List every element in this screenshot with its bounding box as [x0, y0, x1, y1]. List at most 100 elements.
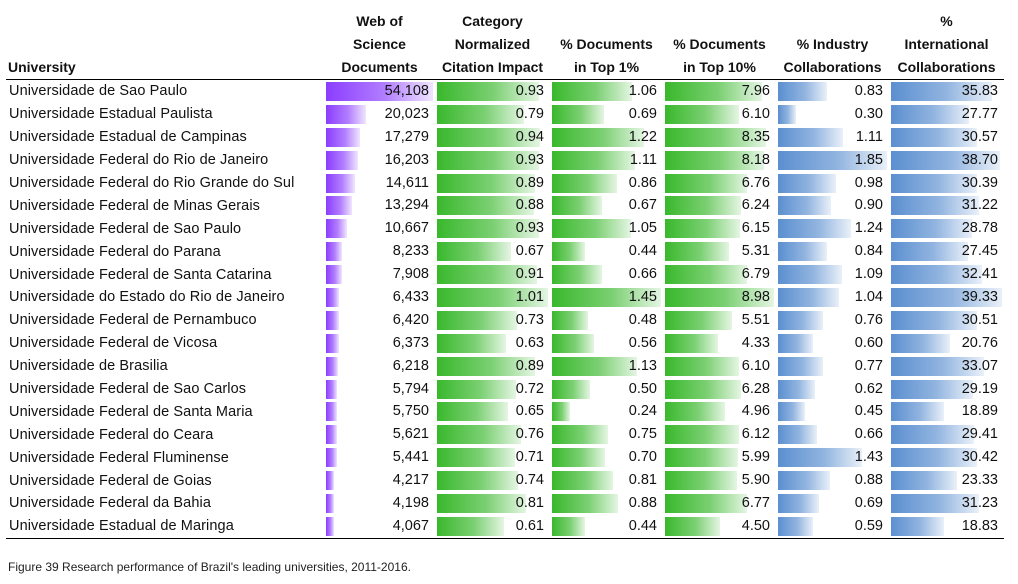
column-header-line: [778, 10, 887, 33]
value-label: 0.72: [515, 380, 544, 397]
cell-wrap: 0.44: [552, 241, 661, 262]
data-bar-wos: [326, 333, 339, 353]
data-bar-wos: [326, 127, 361, 147]
cell-top1: 1.06: [550, 80, 663, 103]
data-bar-top10: [665, 265, 748, 285]
cell-intl: 29.41: [889, 423, 1004, 446]
cell-top1: 0.67: [550, 194, 663, 217]
data-bar-wos: [326, 448, 337, 468]
cell-top1: 1.11: [550, 149, 663, 172]
cell-industry: 0.88: [776, 469, 889, 492]
cell-wrap: 5.90: [665, 470, 774, 491]
value-label: 6,420: [392, 311, 429, 328]
data-bar-intl: [891, 310, 978, 330]
cell-intl: 23.33: [889, 469, 1004, 492]
cell-wrap: 1.11: [778, 127, 887, 148]
value-label: 23.33: [961, 472, 998, 489]
value-label: 5.51: [741, 311, 770, 328]
cell-wos: 5,441: [324, 446, 435, 469]
cell-cnci: 0.79: [435, 103, 550, 126]
value-label: 0.65: [515, 403, 544, 420]
cell-wrap: 6.15: [665, 218, 774, 239]
data-bar-intl: [891, 81, 993, 101]
value-label: 30.42: [961, 449, 998, 466]
data-bar-top1: [552, 333, 595, 353]
cell-wrap: 0.44: [552, 516, 661, 537]
value-label: 1.85: [854, 151, 883, 168]
data-bar-cnci: [437, 196, 534, 216]
data-bar-wos: [326, 379, 338, 399]
value-label: 27.45: [961, 243, 998, 260]
cell-wrap: 0.77: [778, 356, 887, 377]
data-bar-wos: [326, 310, 339, 330]
data-bar-top1: [552, 150, 636, 170]
cell-cnci: 0.76: [435, 423, 550, 446]
data-bar-top10: [665, 173, 748, 193]
cell-top10: 5.90: [663, 469, 776, 492]
value-label: 0.44: [628, 517, 657, 534]
value-label: 7,908: [392, 266, 429, 283]
data-bar-cnci: [437, 310, 518, 330]
value-label: 6.28: [741, 380, 770, 397]
cell-industry: 1.11: [776, 126, 889, 149]
data-bar-top1: [552, 379, 590, 399]
column-header-line: % Documents: [673, 36, 766, 52]
column-header-wos: Web of Science Documents: [324, 10, 435, 80]
table-row: Universidade de Sao Paulo 54,108 0.93 1.06 7…: [6, 80, 1004, 103]
value-label: 0.89: [515, 174, 544, 191]
cell-wrap: 32.41: [891, 264, 1002, 285]
value-label: 0.81: [628, 472, 657, 489]
cell-wrap: 0.74: [437, 470, 548, 491]
value-label: 5,750: [392, 403, 429, 420]
value-label: 17,279: [384, 128, 429, 145]
cell-intl: 18.89: [889, 400, 1004, 423]
data-bar-industry: [778, 448, 863, 468]
value-label: 0.62: [854, 380, 883, 397]
value-label: 6,373: [392, 334, 429, 351]
cell-industry: 1.09: [776, 263, 889, 286]
university-name: Universidade Federal Fluminense: [9, 449, 229, 466]
cell-wrap: 1.22: [552, 127, 661, 148]
cell-wrap: 31.22: [891, 195, 1002, 216]
cell-wrap: 0.94: [437, 127, 548, 148]
cell-wrap: 0.66: [552, 264, 661, 285]
column-header-line: Collaborations: [897, 59, 996, 75]
data-bar-wos: [326, 265, 342, 285]
cell-wrap: 7.96: [665, 81, 774, 102]
cell-wrap: 23.33: [891, 470, 1002, 491]
column-header-line: [552, 10, 661, 33]
data-bar-top1: [552, 219, 631, 239]
value-label: 0.66: [628, 266, 657, 283]
data-bar-top10: [665, 127, 767, 147]
table-row: Universidade Federal do Ceara 5,621 0.76 0.…: [6, 423, 1004, 446]
cell-wos: 4,067: [324, 515, 435, 538]
table-row: Universidade Federal de Pernambuco 6,420 0…: [6, 309, 1004, 332]
data-bar-cnci: [437, 425, 521, 445]
cell-wos: 5,750: [324, 400, 435, 423]
data-bar-top1: [552, 127, 644, 147]
data-bar-industry: [778, 310, 823, 330]
data-bar-industry: [778, 196, 832, 216]
value-label: 0.98: [854, 174, 883, 191]
cell-wrap: 0.88: [778, 470, 887, 491]
cell-cnci: 0.91: [435, 263, 550, 286]
cell-wrap: 0.59: [778, 516, 887, 537]
cell-top10: 8.35: [663, 126, 776, 149]
data-bar-intl: [891, 425, 974, 445]
cell-cnci: 0.93: [435, 217, 550, 240]
cell-wrap: 0.98: [778, 173, 887, 194]
data-bar-cnci: [437, 471, 519, 491]
cell-intl: 20.76: [889, 332, 1004, 355]
cell-wrap: 30.39: [891, 173, 1002, 194]
cell-wrap: 0.91: [437, 264, 548, 285]
data-bar-wos: [326, 425, 338, 445]
cell-wos: 8,233: [324, 240, 435, 263]
data-bar-intl: [891, 516, 945, 536]
data-bar-intl: [891, 493, 980, 513]
data-bar-industry: [778, 471, 830, 491]
value-label: 0.77: [854, 357, 883, 374]
data-bar-top10: [665, 104, 740, 124]
table-row: Universidade Federal de Minas Gerais 13,2…: [6, 194, 1004, 217]
value-label: 6.15: [741, 220, 770, 237]
value-label: 31.23: [961, 494, 998, 511]
